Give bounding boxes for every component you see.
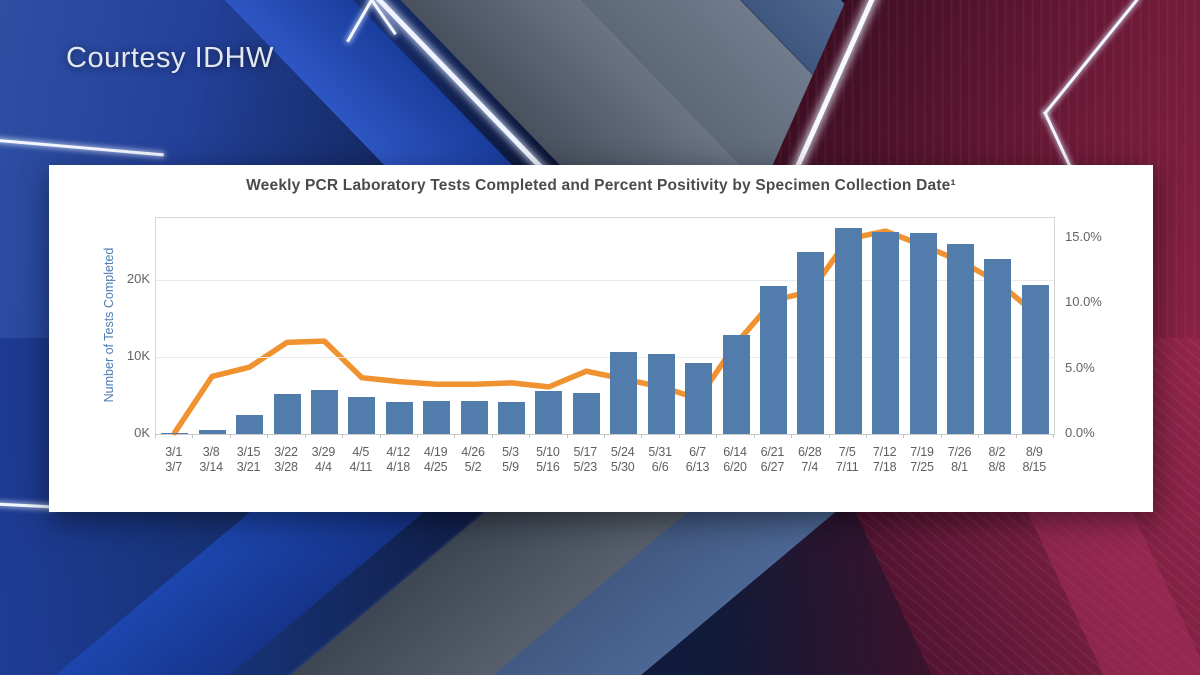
x-axis-tick xyxy=(267,434,269,438)
bar-3/8 xyxy=(198,430,226,434)
bar-7/12 xyxy=(872,231,900,434)
x-axis-tick xyxy=(416,434,418,438)
x-tick-label: 3/22 3/28 xyxy=(274,445,298,474)
x-axis-tick xyxy=(192,434,194,438)
x-axis-tick xyxy=(229,434,231,438)
bar-5/17 xyxy=(572,393,600,434)
x-tick-label: 7/12 7/18 xyxy=(872,445,897,474)
x-tick-label: 4/5 4/11 xyxy=(349,445,373,474)
x-tick-label: 6/21 6/27 xyxy=(760,445,785,474)
bar-7/19 xyxy=(909,233,937,434)
bg-glow-line xyxy=(0,138,164,157)
x-axis-tick xyxy=(716,434,718,438)
x-axis-tick xyxy=(791,434,793,438)
bar-3/22 xyxy=(273,393,301,434)
bar-6/14 xyxy=(722,334,750,434)
right-axis-label: 5.0% xyxy=(1065,359,1095,375)
x-tick-label: 8/9 8/15 xyxy=(1022,445,1047,474)
bar-3/29 xyxy=(310,390,338,434)
right-axis-label: 15.0% xyxy=(1065,228,1102,244)
bar-5/10 xyxy=(535,390,563,434)
x-axis-tick xyxy=(155,434,156,438)
x-tick-label: 3/15 3/21 xyxy=(236,445,261,474)
bar-5/24 xyxy=(610,352,638,434)
bar-3/1 xyxy=(161,432,189,434)
bar-6/7 xyxy=(685,363,712,434)
x-axis-tick xyxy=(641,434,643,438)
left-axis-label: 20K xyxy=(126,270,150,286)
gridline xyxy=(156,279,1054,281)
x-axis-tick xyxy=(454,434,456,438)
x-axis-tick xyxy=(529,434,531,438)
right-axis-label: 0.0% xyxy=(1065,425,1095,440)
x-axis-tick xyxy=(1015,434,1017,438)
x-axis-tick xyxy=(379,434,381,438)
left-axis-label: 0K xyxy=(134,425,150,440)
plot-area xyxy=(155,217,1055,436)
bar-6/28 xyxy=(797,251,825,434)
left-axis-label: 10K xyxy=(126,347,150,363)
x-axis-tick xyxy=(604,434,605,438)
x-axis-tick xyxy=(304,434,306,438)
bar-6/21 xyxy=(759,285,787,434)
x-tick-label: 8/2 8/8 xyxy=(988,445,1006,474)
chart-title: Weekly PCR Laboratory Tests Completed an… xyxy=(246,177,956,194)
x-tick-label: 6/14 6/20 xyxy=(723,445,747,474)
x-axis-tick xyxy=(865,434,867,438)
x-tick-label: 5/3 5/9 xyxy=(502,445,519,474)
x-axis-tick xyxy=(828,434,830,438)
courtesy-credit-text: Courtesy IDHW xyxy=(66,42,274,74)
x-tick-label: 4/19 4/25 xyxy=(423,445,448,474)
bar-3/15 xyxy=(236,414,263,434)
bar-8/9 xyxy=(1021,285,1049,434)
x-axis-tick xyxy=(903,434,905,438)
x-axis-tick xyxy=(491,434,493,438)
x-tick-label: 5/31 6/6 xyxy=(648,445,672,474)
x-axis-tick xyxy=(566,434,568,438)
x-axis-tick xyxy=(978,434,980,438)
x-tick-label: 7/5 7/11 xyxy=(835,445,859,474)
x-tick-label: 6/7 6/13 xyxy=(685,445,710,474)
bar-4/19 xyxy=(423,400,451,434)
bar-4/26 xyxy=(460,400,488,434)
bar-4/5 xyxy=(348,397,376,434)
percent-positivity-line xyxy=(171,228,1039,436)
x-tick-label: 7/19 7/25 xyxy=(910,445,934,474)
x-axis-tick xyxy=(342,434,344,438)
x-axis-tick xyxy=(940,434,942,438)
right-axis-label: 10.0% xyxy=(1065,294,1102,310)
bar-7/26 xyxy=(947,243,974,434)
gridline xyxy=(156,356,1054,358)
bar-5/3 xyxy=(498,401,525,434)
x-axis-tick xyxy=(1053,434,1054,438)
bar-5/31 xyxy=(647,353,675,434)
x-tick-label: 6/28 7/4 xyxy=(798,445,822,474)
x-tick-label: 4/26 5/2 xyxy=(461,445,485,474)
x-axis-tick xyxy=(753,434,755,438)
x-tick-label: 5/10 5/16 xyxy=(536,445,560,474)
bar-7/5 xyxy=(834,228,862,434)
x-tick-label: 5/24 5/30 xyxy=(610,445,635,474)
x-axis-tick xyxy=(678,434,680,438)
x-tick-label: 5/17 5/23 xyxy=(573,445,598,474)
x-tick-label: 4/12 4/18 xyxy=(386,445,410,474)
bar-8/2 xyxy=(984,258,1012,434)
bar-4/12 xyxy=(385,401,413,434)
x-tick-label: 7/26 8/1 xyxy=(947,445,972,474)
x-tick-label: 3/1 3/7 xyxy=(165,445,183,474)
x-tick-label: 3/8 3/14 xyxy=(199,445,223,474)
chart-panel: Weekly PCR Laboratory Tests Completed an… xyxy=(49,165,1153,512)
x-tick-label: 3/29 4/4 xyxy=(311,445,336,474)
